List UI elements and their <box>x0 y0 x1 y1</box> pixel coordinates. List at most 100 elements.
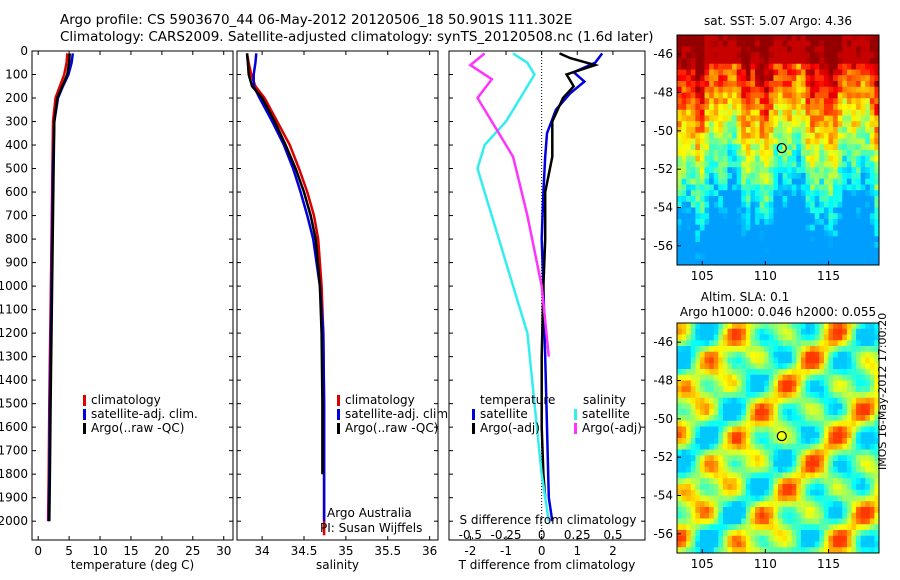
sla_map-cell <box>874 357 880 364</box>
sla_map-cell <box>782 403 788 410</box>
sla_map-cell <box>833 495 839 502</box>
sla_map-cell <box>741 438 747 445</box>
sla_map-cell <box>851 334 857 341</box>
sla_map-cell <box>713 432 719 439</box>
sst_map-cell <box>787 178 793 185</box>
sst_map-cell <box>833 121 839 128</box>
sst_map-cell <box>814 104 820 111</box>
sst_map-cell <box>727 201 733 208</box>
temperature-frame <box>31 50 234 541</box>
sst_map-cell <box>695 86 701 93</box>
sla_map-cell <box>727 438 733 445</box>
sla_map-cell <box>755 449 761 456</box>
sst_map-xtick-label: 110 <box>754 269 777 283</box>
sla_map-cell <box>837 351 843 358</box>
sla_map-cell <box>764 340 770 347</box>
sst_map-cell <box>823 121 829 128</box>
sst_map-cell <box>842 86 848 93</box>
sla_map-cell <box>833 363 839 370</box>
sla_map-cell <box>699 409 705 416</box>
sla_map-cell <box>722 478 728 485</box>
sst_map-cell <box>750 63 756 70</box>
sst_map-cell <box>782 109 788 116</box>
sla_map-cell <box>791 432 797 439</box>
sla_map-cell <box>709 472 715 479</box>
sst_map-cell <box>681 190 687 197</box>
sst_map-cell <box>791 224 797 231</box>
sla_map-cell <box>677 363 682 370</box>
sst_map-cell <box>773 201 779 208</box>
sst_map-cell <box>773 253 779 260</box>
sla_map-cell <box>718 501 724 508</box>
sla_map-cell <box>819 432 825 439</box>
sst_map-cell <box>759 173 765 180</box>
sst_map-cell <box>718 104 724 111</box>
sst_map-cell <box>764 63 770 70</box>
sst_map-ytick-label: -52 <box>653 162 673 176</box>
sla_map-cell <box>695 420 701 427</box>
sla_map-cell <box>810 541 816 548</box>
sst_map-cell <box>718 213 724 220</box>
sst_map-cell <box>856 35 862 42</box>
sla_map-cell <box>778 369 783 376</box>
sst_map-cell <box>805 155 811 162</box>
sst_map-cell <box>755 144 761 151</box>
sla_map-cell <box>800 535 806 542</box>
sla_map-cell <box>677 512 682 519</box>
sla_map-cell <box>837 357 843 364</box>
sst_map-cell <box>842 207 848 214</box>
sla_map-cell <box>869 328 875 335</box>
sst_map-cell <box>690 161 696 168</box>
sla_map-cell <box>810 403 816 410</box>
sst_map-cell <box>718 161 724 168</box>
sst_map-cell <box>851 92 857 99</box>
sst_map-cell <box>695 190 701 197</box>
sst_map-cell <box>860 63 866 70</box>
sla_map-cell <box>695 403 701 410</box>
sst_map-cell <box>690 184 696 191</box>
sla_map-cell <box>865 484 871 491</box>
sla_map-cell <box>823 455 829 462</box>
sst_map-cell <box>709 46 715 53</box>
sst_map-cell <box>686 173 692 180</box>
sla_map-cell <box>819 541 825 548</box>
sla_map-cell <box>800 328 806 335</box>
sst_map-cell <box>773 207 779 214</box>
sst_map-cell <box>736 230 742 237</box>
sst_map-cell <box>713 155 719 162</box>
sst_map-cell <box>764 132 770 139</box>
sla_map-cell <box>686 380 692 387</box>
sst_map-cell <box>869 86 875 93</box>
sla_map-cell <box>865 461 871 468</box>
sst_map-cell <box>695 81 701 88</box>
sst_map-cell <box>704 127 710 134</box>
sla_map-cell <box>860 334 866 341</box>
sla_map-cell <box>773 455 779 462</box>
sla_map-cell <box>778 409 783 416</box>
sla_map-cell <box>745 409 751 416</box>
sst_map-cell <box>851 52 857 59</box>
sst_map-cell <box>865 52 871 59</box>
sst_map-cell <box>846 127 852 134</box>
sla_map-cell <box>860 449 866 456</box>
sla_map-cell <box>787 340 793 347</box>
sst_map-cell <box>856 63 862 70</box>
sla_map-cell <box>828 357 834 364</box>
sla_map-cell <box>796 501 802 508</box>
sst_map-cell <box>759 40 765 47</box>
sla_map-cell <box>828 524 834 531</box>
sst_map-cell <box>833 46 839 53</box>
sst_map-cell <box>837 40 843 47</box>
sst_map-cell <box>677 253 682 260</box>
sla_map-cell <box>722 495 728 502</box>
sst_map-cell <box>764 121 770 128</box>
sla_map-cell <box>874 443 880 450</box>
sla_map-cell <box>869 484 875 491</box>
sst_map-cell <box>759 219 765 226</box>
sst_map-cell <box>699 190 705 197</box>
sla_map-cell <box>787 518 793 525</box>
sla_map-cell <box>736 415 742 422</box>
sla_map-cell <box>869 501 875 508</box>
sla_map-cell <box>727 409 733 416</box>
sst_map-cell <box>690 109 696 116</box>
